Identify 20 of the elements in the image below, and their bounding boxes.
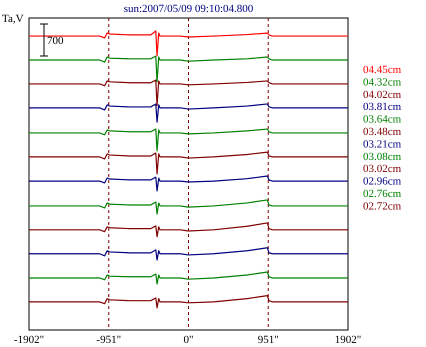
text: 04.32cm (363, 76, 402, 88)
y-axis-title: Ta,V (2, 13, 24, 25)
text: 02.96cm (363, 176, 402, 188)
series-label: 03.64cm (363, 114, 402, 126)
series-label: 04.02cm (363, 88, 402, 101)
series-label: 03.81cm (363, 101, 402, 114)
text: 02.72cm (363, 200, 402, 212)
x-tick-label: -1902" (14, 334, 44, 346)
text: 04.45cm (363, 64, 402, 76)
x-tick-label: 0" (184, 334, 194, 346)
x-tick-label: 951" (258, 334, 279, 346)
x-tick-label: -951" (96, 334, 122, 346)
annotation: 700 (47, 35, 64, 47)
text: 03.21cm (363, 138, 402, 150)
text: 03.02cm (363, 163, 402, 176)
x-tick-label: 1902" (334, 334, 362, 346)
text: 02.76cm (363, 188, 402, 200)
chart-title: sun:2007/05/09 09:10:04.800 (124, 3, 254, 15)
text: 03.48cm (363, 126, 402, 138)
text: 03.08cm (363, 150, 402, 163)
